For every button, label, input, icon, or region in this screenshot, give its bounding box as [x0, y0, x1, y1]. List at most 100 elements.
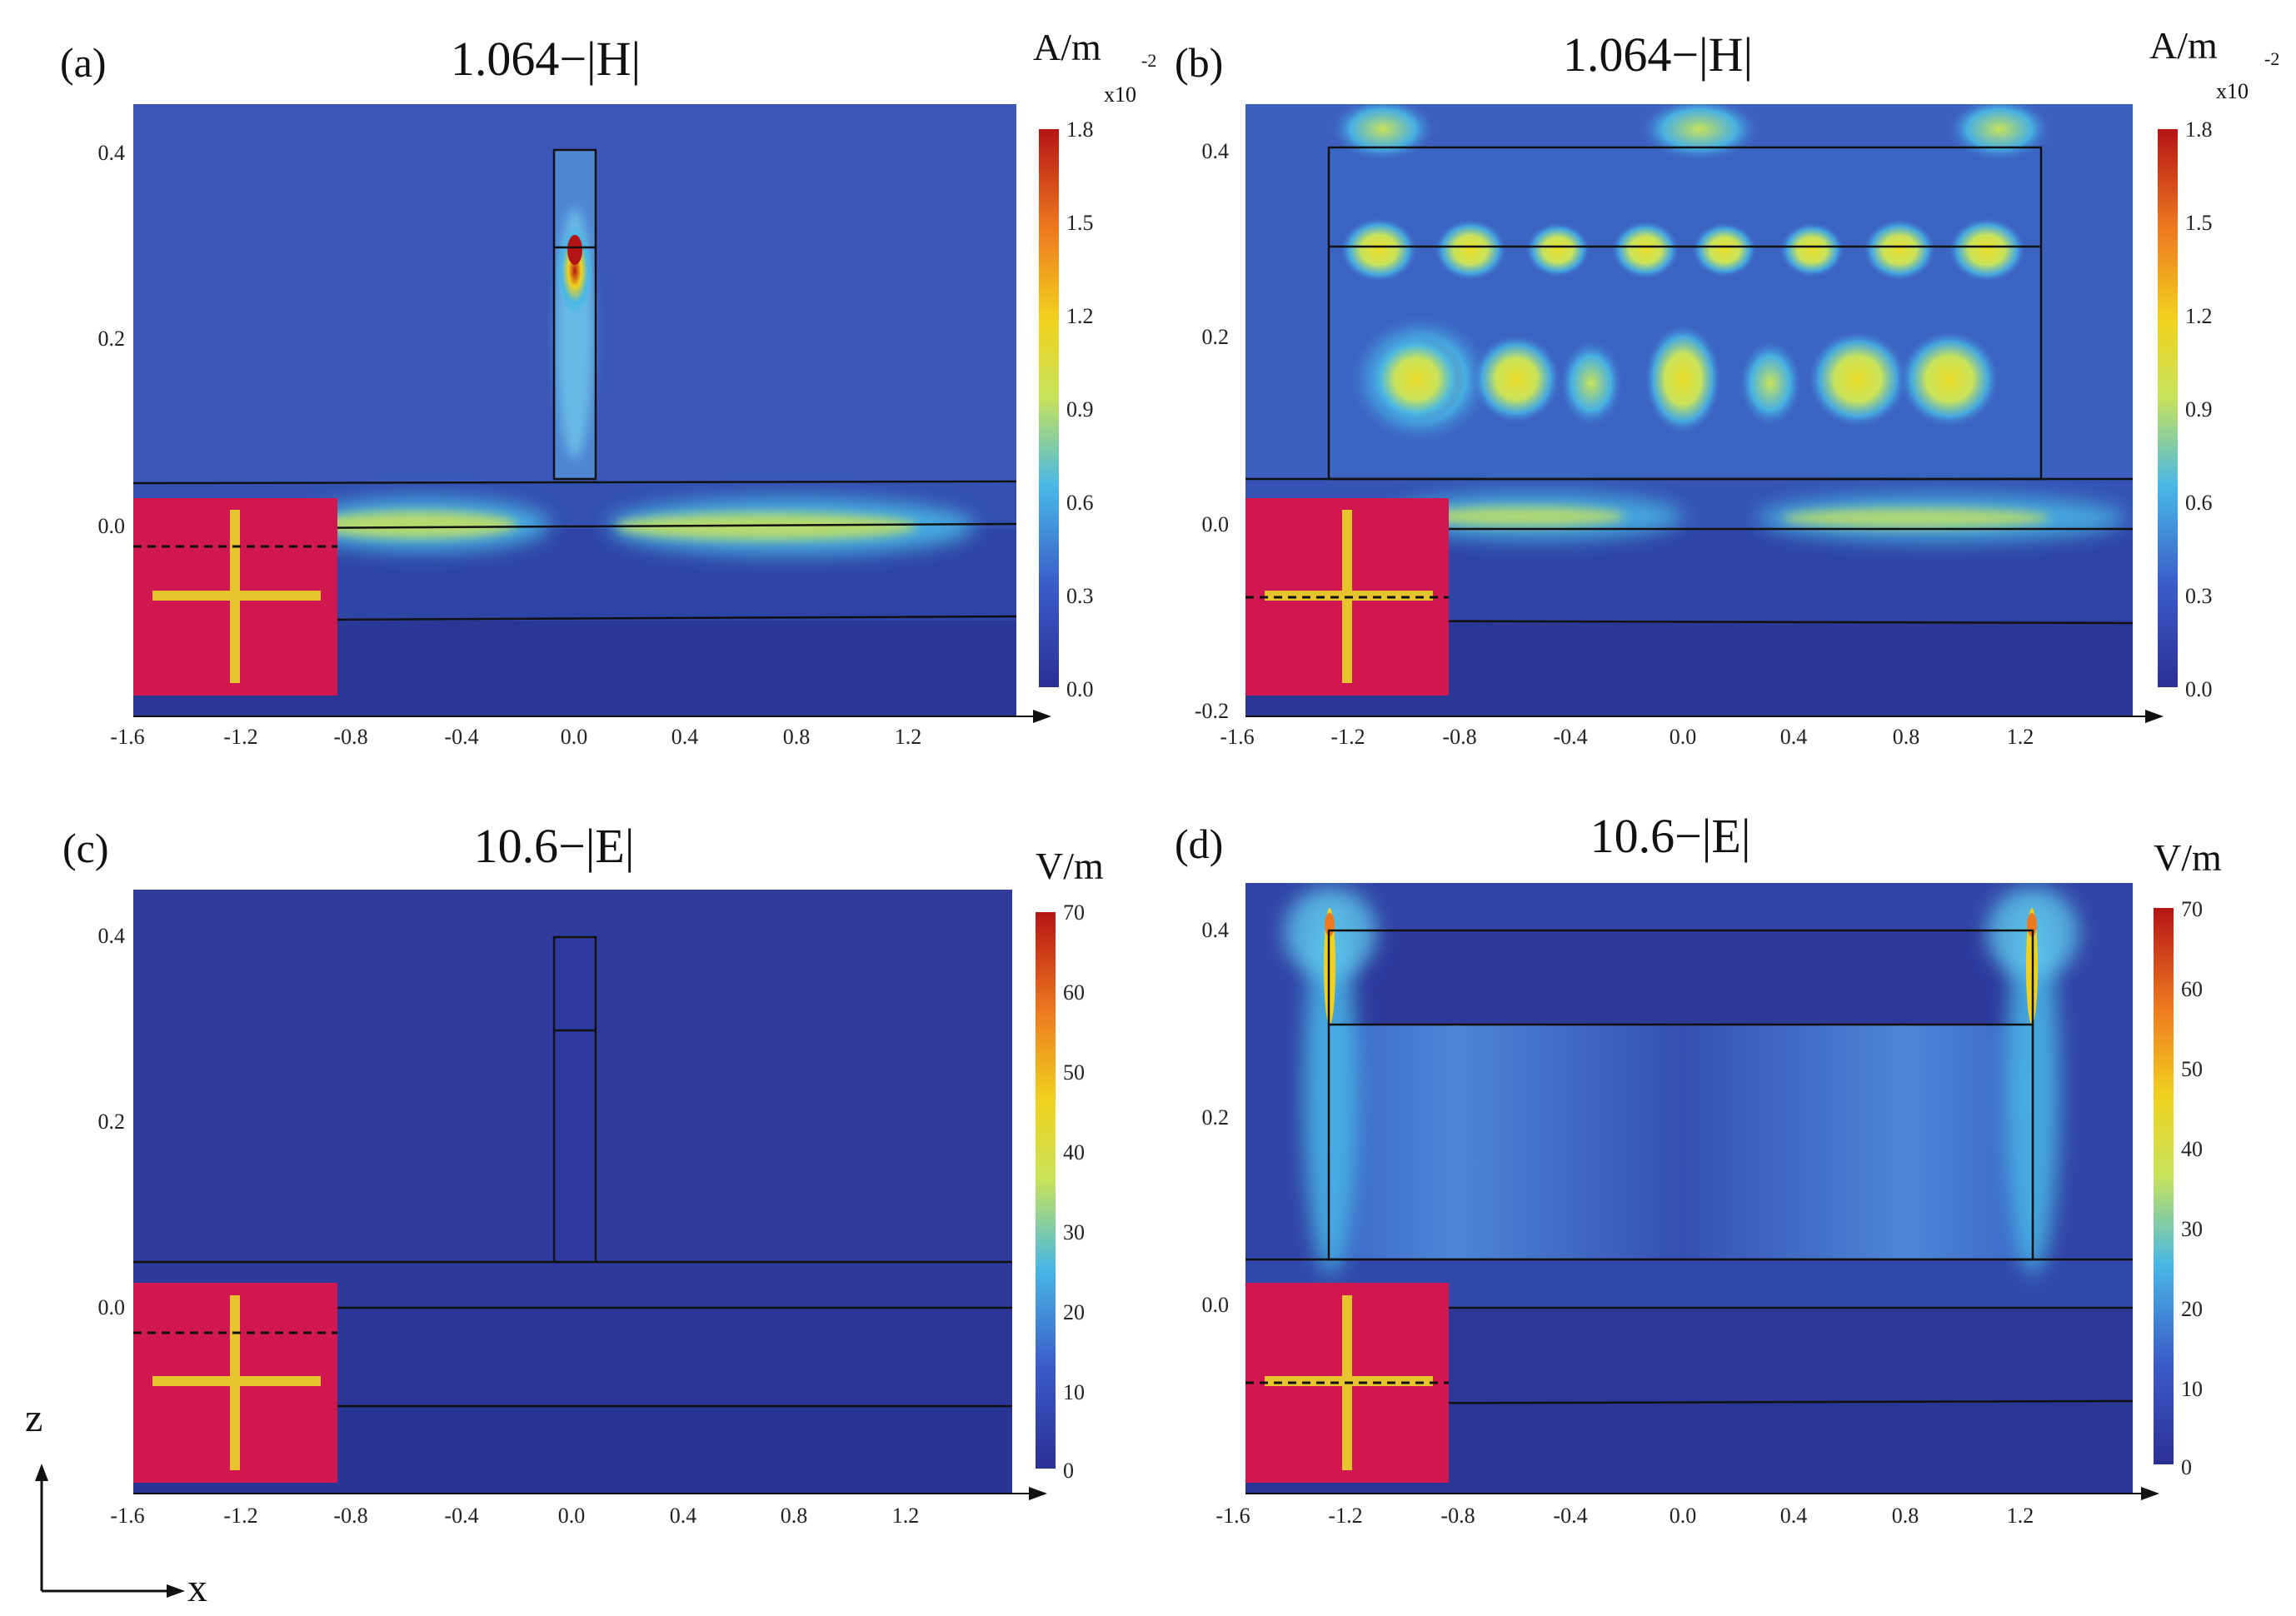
z-axis-label: z	[25, 1396, 42, 1440]
cb-tick: 0.0	[1066, 677, 1094, 701]
x-tick: 0.8	[781, 1504, 808, 1528]
cb-tick: 1.8	[2185, 117, 2213, 142]
x-axis: -1.6 -1.2 -0.8 -0.4 0.0 0.4 0.8 1.2	[1215, 1487, 2159, 1528]
cb-tick: 30	[1063, 1220, 1085, 1244]
x-axis: -1.6 -1.2 -0.8 -0.4 0.0 0.4 0.8 1.2	[110, 1487, 1047, 1528]
y-tick-labels: 0.4 0.2 0.0	[1202, 918, 1230, 1317]
cb-tick: 0	[1063, 1459, 1074, 1483]
panel-b: (b) 1.064−|H|	[1175, 24, 2279, 749]
panel-d: (d) 10.6−|E|	[1175, 809, 2222, 1528]
y-tick: 0.0	[98, 1295, 126, 1319]
panel-title: 10.6−|E|	[1590, 809, 1751, 863]
colorbar-unit: V/m	[2154, 836, 2222, 879]
coordinate-axes-icon: z x	[25, 1396, 207, 1610]
y-tick: 0.2	[98, 327, 126, 351]
colorbar-exponent: -2	[1141, 50, 1156, 71]
x-tick: -1.6	[1215, 1504, 1250, 1528]
panel-label: (a)	[60, 39, 107, 86]
x-tick: -0.4	[444, 1504, 478, 1528]
y-tick: 0.0	[1202, 1293, 1230, 1317]
inset-structure-icon	[133, 498, 337, 696]
y-tick: 0.4	[98, 141, 126, 165]
field-map	[1245, 104, 2133, 716]
field-map	[1245, 883, 2133, 1494]
y-tick: 0.2	[1202, 1105, 1230, 1130]
panel-title: 1.064−|H|	[451, 32, 641, 86]
y-tick: 0.0	[98, 514, 126, 538]
cb-tick: 0.3	[2185, 584, 2213, 608]
x-tick: -1.2	[1330, 725, 1365, 749]
cb-tick: 70	[1063, 900, 1085, 925]
x-tick-labels: -1.6 -1.2 -0.8 -0.4 0.0 0.4 0.8 1.2	[110, 1504, 919, 1528]
inset-structure-icon	[133, 1283, 337, 1483]
x-tick: 1.2	[892, 1504, 920, 1528]
y-tick: 0.2	[98, 1110, 126, 1134]
cb-tick: 0.9	[2185, 397, 2213, 421]
cb-tick: 60	[2181, 977, 2203, 1001]
cb-tick: 30	[2181, 1217, 2203, 1241]
y-tick-labels: 0.4 0.2 0.0	[98, 924, 126, 1319]
x-tick: 0.0	[1670, 725, 1697, 749]
y-tick: 0.4	[1202, 918, 1230, 942]
inset-structure-icon	[1245, 1283, 1449, 1483]
x-tick: -0.4	[1553, 725, 1587, 749]
x-tick: 0.8	[783, 725, 811, 749]
y-tick: 0.4	[1202, 139, 1230, 163]
x-tick: -0.4	[444, 725, 478, 749]
x-tick-labels: -1.6 -1.2 -0.8 -0.4 0.0 0.4 0.8 1.2	[1220, 725, 2034, 749]
x-tick: 0.8	[1893, 725, 1920, 749]
x-tick: -1.6	[1220, 725, 1254, 749]
cb-tick: 20	[1063, 1300, 1085, 1324]
cb-tick: 70	[2181, 897, 2203, 921]
colorbar-unit: A/m	[2149, 24, 2218, 67]
x-tick: -0.8	[333, 725, 367, 749]
x-tick: 0.8	[1892, 1504, 1919, 1528]
cb-tick: 1.8	[1066, 117, 1094, 142]
x-tick-labels: -1.6 -1.2 -0.8 -0.4 0.0 0.4 0.8 1.2	[1215, 1504, 2034, 1528]
cb-tick: 50	[1063, 1060, 1085, 1085]
x-tick: -1.2	[223, 1504, 257, 1528]
x-tick: -1.2	[223, 725, 257, 749]
panel-label: (b)	[1175, 39, 1223, 86]
colorbar-tick-labels: 1.8 1.5 1.2 0.9 0.6 0.3 0.0	[2185, 117, 2213, 701]
x-tick: 1.2	[895, 725, 922, 749]
x-tick: -0.8	[333, 1504, 367, 1528]
cb-tick: 0.9	[1066, 397, 1094, 421]
y-tick-labels: 0.4 0.2 0.0	[98, 141, 126, 538]
panel-title: 10.6−|E|	[474, 819, 635, 873]
cb-tick: 0	[2181, 1455, 2192, 1479]
panel-label: (c)	[62, 825, 109, 871]
colorbar: A/m x10 -2 1.8 1.5 1.2 0.9 0.6 0.3 0.0	[2149, 24, 2279, 701]
colorbar-tick-labels: 70 60 50 40 30 20 10 0	[1063, 900, 1085, 1483]
colorbar-unit: V/m	[1036, 845, 1104, 887]
x-tick-labels: -1.6 -1.2 -0.8 -0.4 0.0 0.4 0.8 1.2	[110, 725, 921, 749]
x-tick: -0.8	[1440, 1504, 1475, 1528]
panel-a: (a) 1.064−|H|	[60, 26, 1156, 749]
y-tick: 0.2	[1202, 325, 1230, 349]
y-tick: 0.4	[98, 924, 126, 948]
cb-tick: 0.3	[1066, 584, 1094, 608]
cb-tick: 1.5	[1066, 211, 1094, 235]
colorbar-exponent: -2	[2264, 48, 2279, 69]
cb-tick: 1.2	[1066, 304, 1094, 328]
y-tick: 0.0	[1202, 512, 1230, 536]
panel-label: (d)	[1175, 820, 1223, 867]
cb-tick: 40	[2181, 1137, 2203, 1161]
panel-c: (c) 10.6−|E| -1.6 -1.2 -0.8	[62, 819, 1104, 1528]
cb-tick: 50	[2181, 1057, 2203, 1081]
x-tick: 0.4	[1780, 725, 1808, 749]
x-tick: 0.0	[561, 725, 588, 749]
x-tick: 0.4	[670, 1504, 697, 1528]
cb-tick: 10	[1063, 1380, 1085, 1404]
cb-tick: 0.0	[2185, 677, 2213, 701]
colorbar: A/m x10 -2 1.8 1.5 1.2 0.9 0.6 0.3 0.0	[1033, 26, 1156, 701]
cb-tick: 0.6	[2185, 491, 2213, 515]
inset-structure-icon	[1245, 498, 1449, 696]
colorbar-tick-labels: 70 60 50 40 30 20 10 0	[2181, 897, 2203, 1479]
cb-tick: 20	[2181, 1297, 2203, 1321]
x-tick: 1.2	[2007, 725, 2034, 749]
x-axis: -1.6 -1.2 -0.8 -0.4 0.0 0.4 0.8 1.2	[1220, 710, 2164, 749]
colorbar-multiplier: x10	[2216, 79, 2249, 103]
y-tick-labels: 0.4 0.2 0.0 -0.2	[1195, 139, 1229, 723]
x-tick: -1.2	[1328, 1504, 1362, 1528]
